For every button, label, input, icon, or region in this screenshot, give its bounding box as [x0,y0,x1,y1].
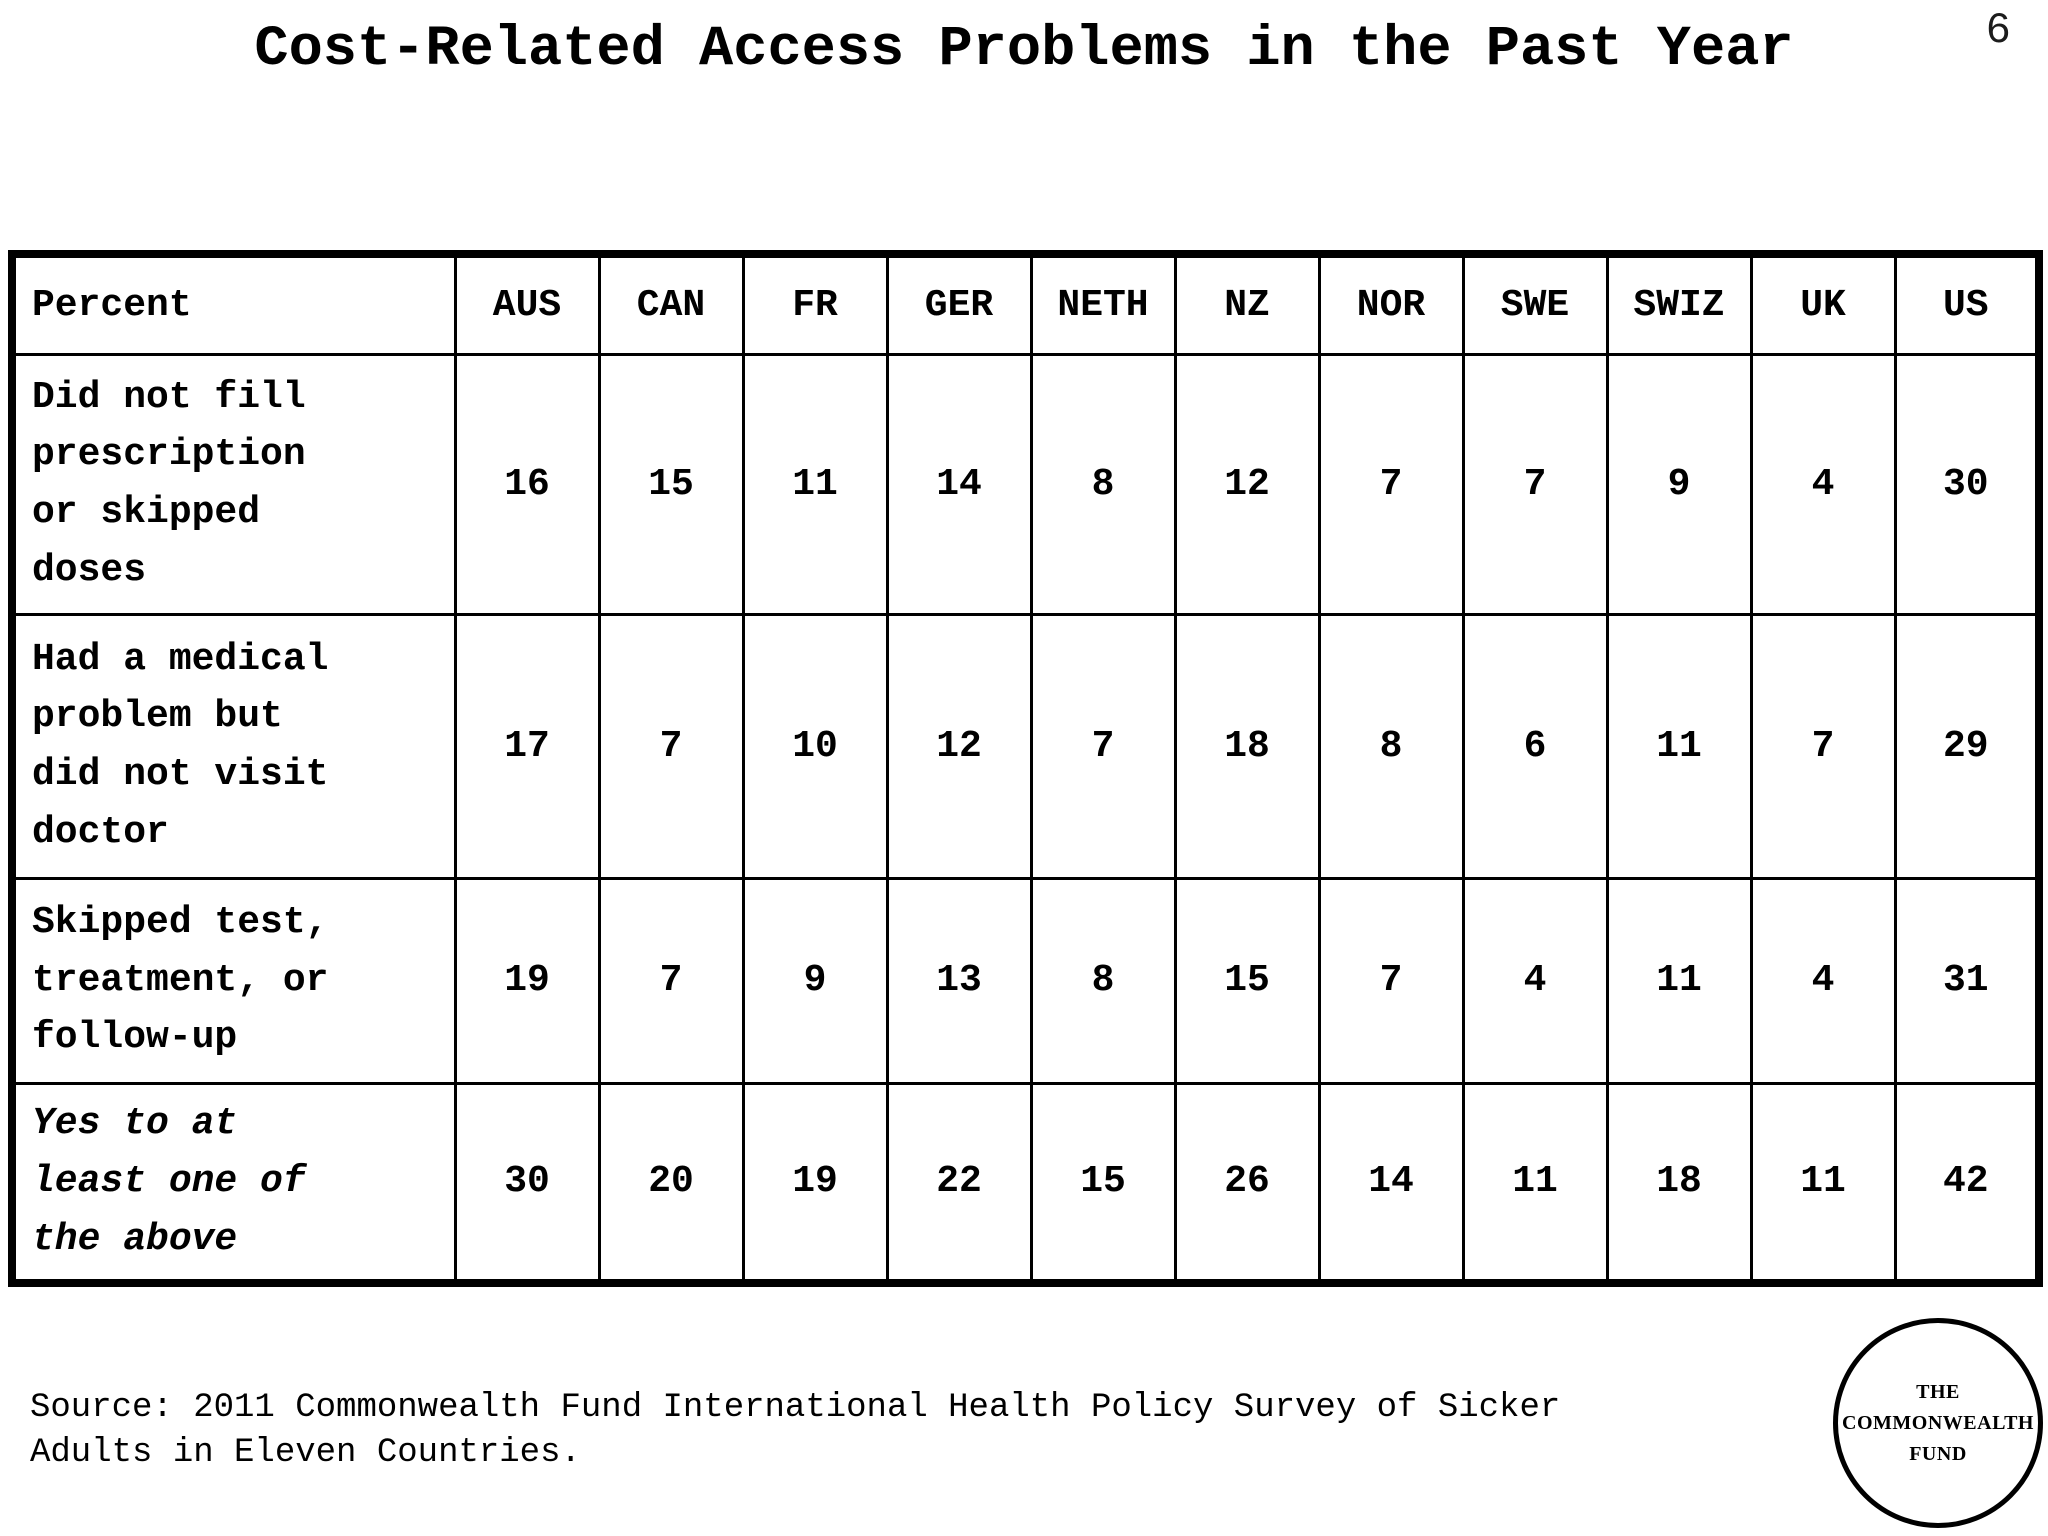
data-cell: 15 [1173,876,1321,1085]
data-cell: 20 [597,1081,745,1285]
table-header-row: Percent AUS CAN FR GER NETH NZ NOR SWE S… [10,252,2041,356]
column-header-nz: NZ [1173,252,1321,356]
data-cell: 10 [741,612,889,880]
data-cell: 19 [453,876,601,1085]
table-row: Skipped test, treatment, or follow-up 19… [10,876,2041,1085]
data-cell: 30 [453,1081,601,1285]
data-cell: 16 [453,352,601,616]
data-cell: 15 [1029,1081,1177,1285]
data-cell: 31 [1893,876,2041,1085]
data-cell: 7 [1029,612,1177,880]
column-header-aus: AUS [453,252,601,356]
source-note: Source: 2011 Commonwealth Fund Internati… [30,1389,1561,1472]
data-cell: 11 [741,352,889,616]
row-label: Had a medical problem but did not visit … [10,612,457,880]
data-cell: 11 [1605,876,1753,1085]
table-row: Had a medical problem but did not visit … [10,612,2041,880]
column-header-swiz: SWIZ [1605,252,1753,356]
row-label: Did not fill prescription or skipped dos… [10,352,457,616]
data-cell: 6 [1461,612,1609,880]
data-cell: 8 [1029,352,1177,616]
data-cell: 11 [1461,1081,1609,1285]
data-cell: 18 [1173,612,1321,880]
data-cell: 7 [597,876,745,1085]
data-cell: 12 [885,612,1033,880]
data-cell: 26 [1173,1081,1321,1285]
data-table: Percent AUS CAN FR GER NETH NZ NOR SWE S… [8,250,2043,1287]
data-cell: 7 [1749,612,1897,880]
table-row: Yes to at least one of the above 30 20 1… [10,1081,2041,1285]
commonwealth-fund-logo-text: THE COMMONWEALTH FUND [1842,1380,2034,1465]
data-cell: 11 [1605,612,1753,880]
data-cell: 29 [1893,612,2041,880]
data-cell: 7 [1317,352,1465,616]
column-header-neth: NETH [1029,252,1177,356]
data-cell: 30 [1893,352,2041,616]
data-cell: 18 [1605,1081,1753,1285]
data-cell: 13 [885,876,1033,1085]
data-cell: 7 [1317,876,1465,1085]
column-header-us: US [1893,252,2041,356]
column-header-uk: UK [1749,252,1897,356]
data-cell: 12 [1173,352,1321,616]
column-header-nor: NOR [1317,252,1465,356]
data-cell: 22 [885,1081,1033,1285]
data-cell: 14 [1317,1081,1465,1285]
column-header-ger: GER [885,252,1033,356]
data-cell: 14 [885,352,1033,616]
data-cell: 7 [1461,352,1609,616]
data-cell: 7 [597,612,745,880]
column-header-can: CAN [597,252,745,356]
page-number: 6 [1986,4,2010,51]
row-label: Skipped test, treatment, or follow-up [10,876,457,1085]
data-cell: 4 [1749,876,1897,1085]
data-cell: 9 [1605,352,1753,616]
column-header-swe: SWE [1461,252,1609,356]
slide-title: Cost-Related Access Problems in the Past… [254,18,1794,82]
data-cell: 42 [1893,1081,2041,1285]
data-cell: 8 [1317,612,1465,880]
data-cell: 19 [741,1081,889,1285]
row-label: Yes to at least one of the above [10,1081,457,1285]
table-row: Did not fill prescription or skipped dos… [10,352,2041,616]
column-header-fr: FR [741,252,889,356]
data-cell: 15 [597,352,745,616]
data-cell: 17 [453,612,601,880]
data-cell: 4 [1461,876,1609,1085]
data-cell: 8 [1029,876,1177,1085]
commonwealth-fund-logo: THE COMMONWEALTH FUND [1833,1318,2043,1528]
data-cell: 9 [741,876,889,1085]
data-cell: 11 [1749,1081,1897,1285]
column-header-percent: Percent [10,252,457,356]
data-cell: 4 [1749,352,1897,616]
